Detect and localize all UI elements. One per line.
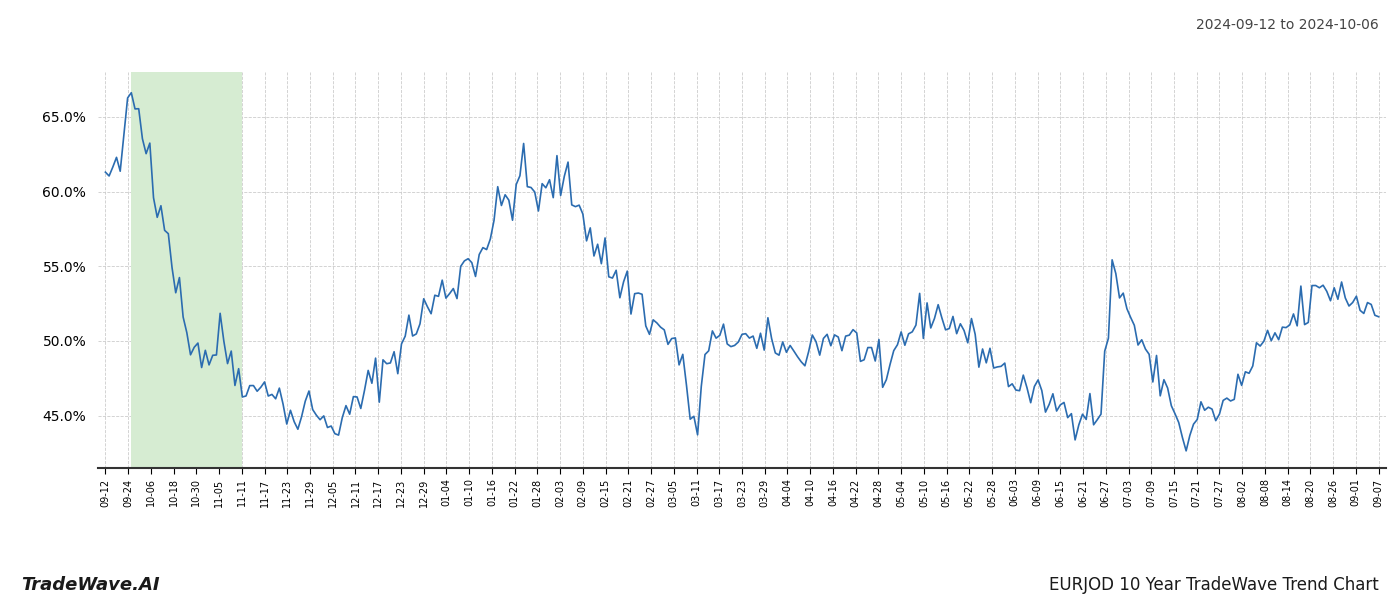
Text: 2024-09-12 to 2024-10-06: 2024-09-12 to 2024-10-06 bbox=[1196, 18, 1379, 32]
Text: TradeWave.AI: TradeWave.AI bbox=[21, 576, 160, 594]
Bar bbox=[132, 72, 242, 468]
Text: EURJOD 10 Year TradeWave Trend Chart: EURJOD 10 Year TradeWave Trend Chart bbox=[1049, 576, 1379, 594]
